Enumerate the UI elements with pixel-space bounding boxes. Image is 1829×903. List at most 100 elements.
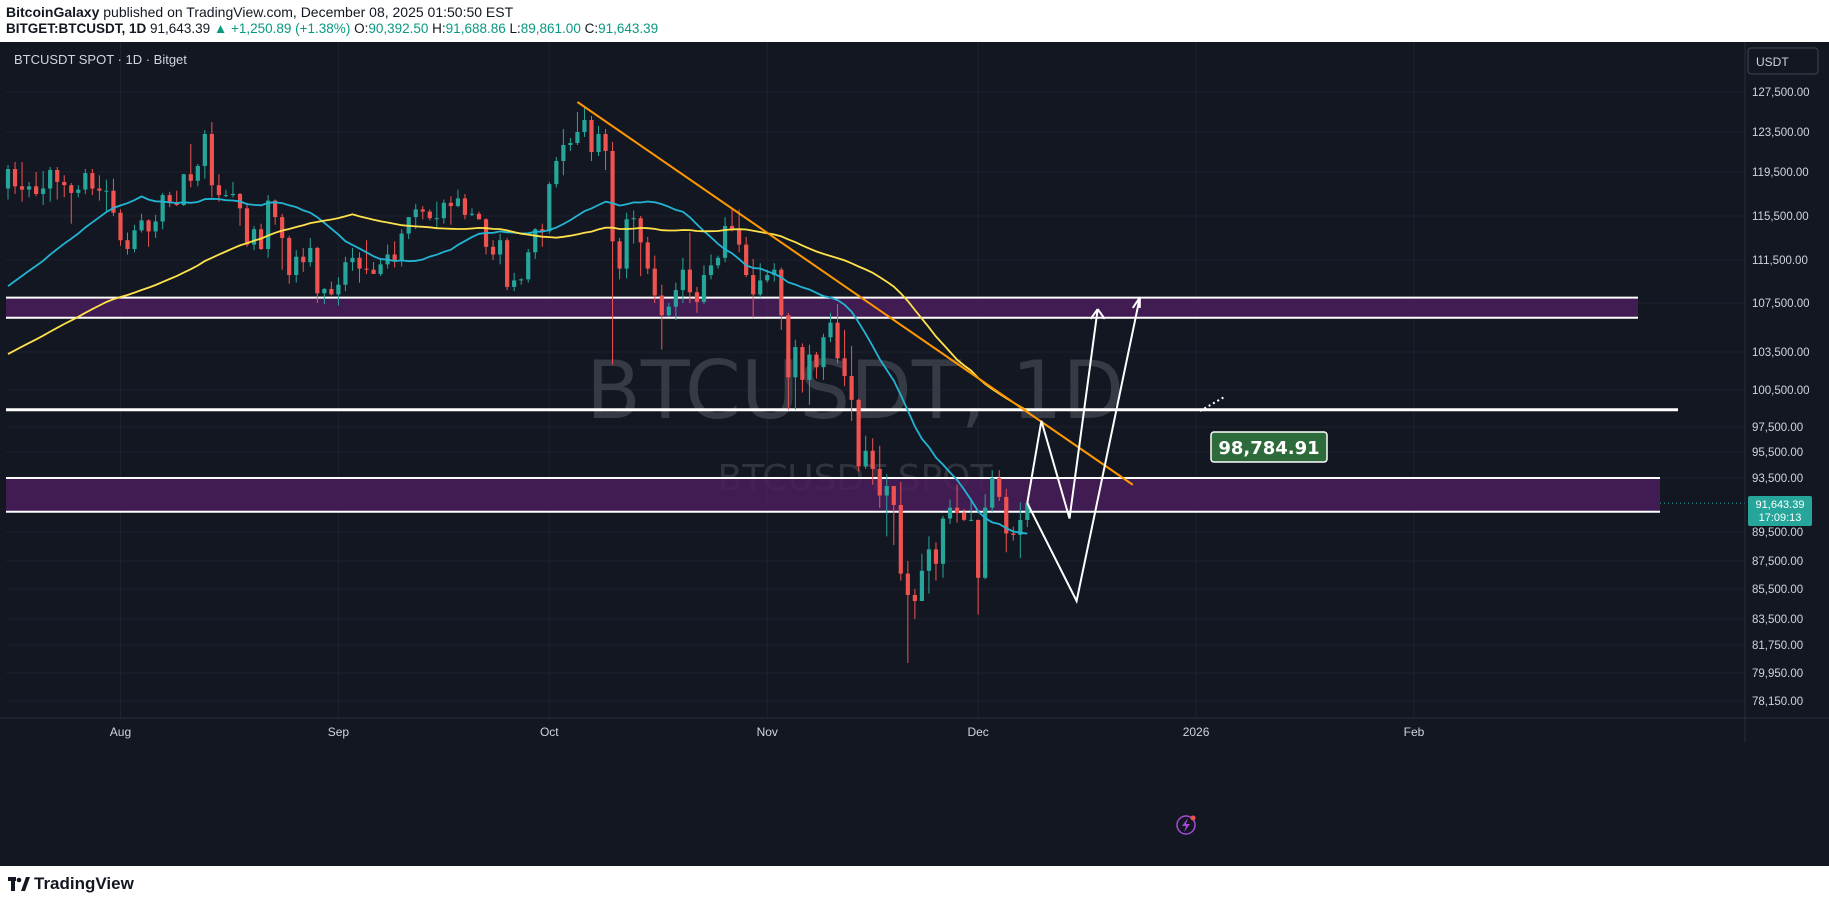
candle	[891, 486, 896, 546]
currency-button[interactable]	[1747, 47, 1819, 75]
candle	[969, 498, 974, 522]
annotation-label[interactable]: 98,784.91	[1210, 431, 1328, 463]
candle-body	[983, 507, 988, 578]
candle-body	[160, 195, 165, 222]
upper-resistance-zone[interactable]	[6, 297, 1638, 318]
candle-body	[1025, 503, 1030, 520]
candle-body	[540, 229, 545, 232]
projection-path-a[interactable]	[1026, 308, 1099, 519]
candle	[455, 189, 461, 208]
candle	[990, 470, 995, 512]
moving-averages	[7, 195, 1028, 535]
lightning-icon[interactable]	[1176, 815, 1196, 835]
candle-body	[34, 186, 39, 194]
candle	[167, 191, 172, 208]
projection-arrow-a-right[interactable]	[1096, 308, 1106, 320]
candle-body	[715, 257, 721, 266]
candle-body	[301, 256, 306, 263]
candle-body	[280, 217, 285, 238]
candle-body	[554, 161, 559, 185]
candle-body	[420, 209, 425, 212]
candle	[722, 217, 728, 263]
candle	[737, 209, 742, 253]
candle-body	[842, 358, 847, 377]
candle	[5, 165, 11, 200]
candle	[568, 138, 573, 151]
candle-body	[673, 290, 678, 307]
low-label: L:	[509, 21, 521, 36]
candle-body	[90, 173, 95, 189]
candle-body	[195, 166, 200, 181]
price-tick-label: 119,500.00	[1752, 167, 1809, 179]
projection-arrow-a-left[interactable]	[1089, 308, 1099, 320]
candle	[97, 175, 102, 201]
candle-body	[476, 213, 482, 220]
candle-body	[933, 549, 939, 564]
price-tag-box	[1748, 496, 1812, 526]
price-tick-label: 81,750.00	[1752, 640, 1803, 652]
candle	[1025, 502, 1030, 528]
candle	[223, 189, 229, 198]
candle	[856, 398, 861, 472]
candle	[364, 240, 369, 274]
candle-body	[69, 185, 74, 193]
candle-body	[223, 195, 229, 197]
candle	[912, 589, 917, 619]
candle	[434, 201, 439, 229]
open-value: 90,392.50	[368, 21, 429, 36]
candle-body	[947, 507, 953, 519]
ma-slow-line	[7, 213, 1028, 412]
candle	[849, 345, 854, 421]
candle	[561, 129, 566, 176]
candle-body	[357, 257, 362, 269]
descending-trendline[interactable]	[576, 101, 1134, 486]
tradingview-brand: TradingView	[34, 874, 134, 893]
candle-body	[603, 134, 608, 151]
candle-body	[849, 376, 854, 400]
drawing-zones[interactable]	[6, 296, 1745, 513]
candle	[209, 122, 214, 198]
candle	[870, 438, 875, 485]
candle-body	[905, 573, 910, 595]
candle-body	[631, 218, 636, 220]
last-price-tag: 91,643.39 17:09:13	[1748, 496, 1812, 526]
price-chart[interactable]: BTCUSDT, 1D BTCUSDT SPOT 127,500.00123,5…	[0, 42, 1829, 866]
candle-body	[378, 264, 383, 274]
candle	[48, 167, 53, 202]
author-name[interactable]: BitcoinGalaxy	[6, 4, 100, 20]
candle	[188, 144, 193, 188]
projection-arrow-b-left[interactable]	[1131, 297, 1141, 309]
candle-body	[884, 486, 889, 496]
candle-body	[526, 252, 531, 280]
candle-body	[132, 230, 137, 249]
candle-body	[666, 306, 671, 316]
candle	[83, 169, 88, 194]
candle	[582, 106, 587, 137]
candle	[62, 175, 67, 198]
candle-body	[441, 202, 446, 219]
time-axis[interactable]: Aug Sep Oct Nov Dec 2026 Feb	[0, 717, 1829, 739]
price-axis[interactable]: 127,500.00 123,500.00 119,500.00 115,500.00…	[1744, 42, 1810, 742]
candle	[877, 445, 882, 508]
candle-body	[19, 186, 25, 190]
candle	[884, 474, 889, 537]
tradingview-logo-icon	[8, 877, 30, 891]
candle	[800, 343, 805, 393]
candle	[378, 258, 383, 277]
candle-body	[779, 269, 784, 316]
candle	[41, 171, 46, 205]
time-tick-label: 2026	[1183, 725, 1210, 739]
candle-body	[821, 337, 826, 368]
drawings[interactable]	[576, 101, 1227, 605]
candle	[139, 213, 144, 233]
candle	[343, 256, 348, 292]
projection-path-b[interactable]	[1026, 297, 1141, 605]
candle	[744, 236, 749, 278]
candle-body	[610, 151, 615, 242]
candle-body	[498, 240, 503, 255]
candle-body	[216, 185, 221, 196]
candle	[596, 126, 601, 156]
tradingview-logo[interactable]: TradingView	[8, 874, 134, 894]
price-tick-label: 78,150.00	[1752, 696, 1803, 708]
lower-support-zone[interactable]	[6, 478, 1660, 512]
